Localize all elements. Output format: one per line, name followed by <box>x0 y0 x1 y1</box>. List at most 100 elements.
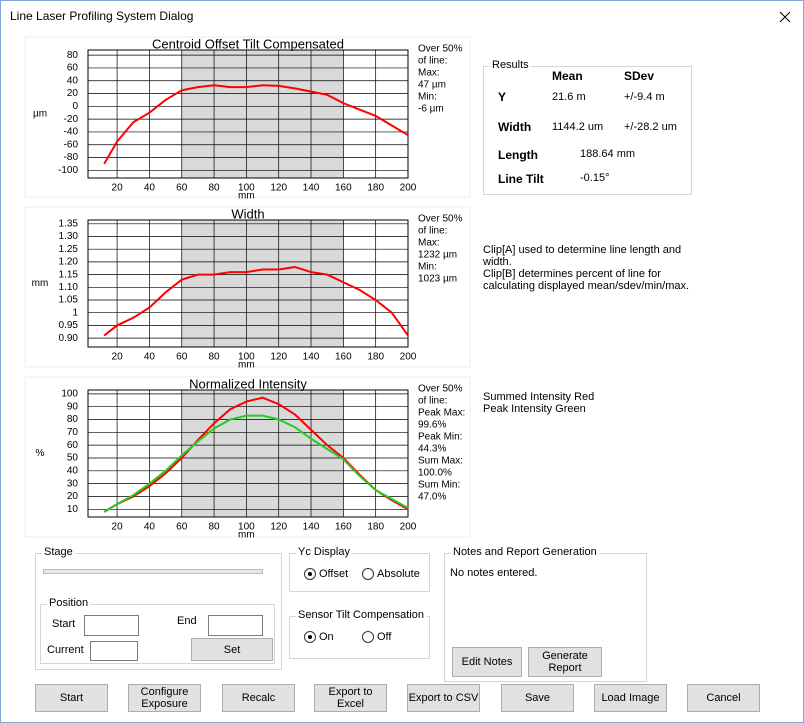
x-tick-label: 120 <box>270 183 287 194</box>
y-tick-label: 70 <box>67 427 79 438</box>
y-tick-label: 1.25 <box>59 244 79 255</box>
x-tick-label: 200 <box>400 522 417 533</box>
x-axis-label: mm <box>238 360 255 371</box>
radio[interactable] <box>362 631 374 643</box>
stat-text: Over 50% <box>418 44 463 55</box>
y-tick-label: 20 <box>67 88 79 99</box>
y-tick-label: 1.20 <box>59 257 79 268</box>
radio[interactable] <box>304 568 316 580</box>
x-tick-label: 140 <box>303 183 320 194</box>
value: 21.6 m <box>552 91 586 103</box>
x-tick-label: 180 <box>367 522 384 533</box>
data-line <box>103 84 409 165</box>
chart-title: Normalized Intensity <box>189 376 307 391</box>
y-tick-label: 1.10 <box>59 282 79 293</box>
button[interactable]: Export to Excel <box>314 684 387 712</box>
clip-region <box>181 220 344 347</box>
stat-text: Min: <box>418 92 437 103</box>
label: End <box>177 615 197 627</box>
stat-text: 47.0% <box>418 492 446 503</box>
stat-text: Peak Min: <box>418 432 462 443</box>
group-title: Notes and Report Generation <box>451 546 599 558</box>
header: Mean <box>552 69 583 83</box>
radio-label[interactable]: Off <box>377 631 392 643</box>
radio[interactable] <box>362 568 374 580</box>
notes-group: Notes and Report Generation <box>444 546 647 682</box>
y-tick-label: 0.95 <box>59 320 79 331</box>
button[interactable]: Load Image <box>594 684 667 712</box>
label: Y <box>498 90 507 104</box>
x-axis-label: mm <box>238 191 255 202</box>
x-tick-label: 80 <box>208 183 220 194</box>
stat-text: of line: <box>418 226 447 237</box>
results-group: Results <box>483 59 692 195</box>
x-tick-label: 160 <box>335 352 352 363</box>
edit-notes-button[interactable]: Edit Notes <box>452 647 522 677</box>
radio-label[interactable]: Absolute <box>377 568 420 580</box>
x-tick-label: 200 <box>400 183 417 194</box>
group-title: Yc Display <box>296 546 352 558</box>
y-tick-label: -80 <box>64 152 79 163</box>
plot-frame <box>87 219 409 348</box>
generate-report-button[interactable]: Generate Report <box>528 647 602 677</box>
x-tick-label: 120 <box>270 522 287 533</box>
y-tick-label: 50 <box>67 453 79 464</box>
y-axis-label: mm <box>32 278 49 289</box>
end-input[interactable] <box>208 615 263 636</box>
stat-text: Max: <box>418 68 440 79</box>
stat-text: Min: <box>418 262 437 273</box>
y-tick-label: 1.05 <box>59 295 79 306</box>
x-tick-label: 80 <box>208 352 220 363</box>
x-tick-label: 180 <box>367 183 384 194</box>
button[interactable]: Start <box>35 684 108 712</box>
radio[interactable] <box>304 631 316 643</box>
group-title: Stage <box>42 546 75 558</box>
legend-entry: Summed Intensity Red <box>483 391 595 403</box>
button[interactable]: Save <box>501 684 574 712</box>
x-tick-label: 40 <box>144 183 156 194</box>
button[interactable]: Configure Exposure <box>128 684 201 712</box>
x-tick-label: 60 <box>176 352 188 363</box>
y-tick-label: 0 <box>72 101 78 112</box>
group-title: Results <box>490 59 531 71</box>
label: Line Tilt <box>498 172 544 186</box>
start-input[interactable] <box>84 615 139 636</box>
note-line: Clip[B] determines percent of line for <box>483 268 661 280</box>
button[interactable]: Export to CSV <box>407 684 480 712</box>
x-tick-label: 180 <box>367 352 384 363</box>
data-line <box>103 265 409 337</box>
x-tick-label: 100 <box>238 522 255 533</box>
y-axis-label: % <box>36 448 45 459</box>
set-button[interactable]: Set <box>191 638 273 661</box>
x-tick-label: 200 <box>400 352 417 363</box>
clip-region <box>181 50 344 178</box>
y-tick-label: -60 <box>64 139 79 150</box>
y-tick-label: 40 <box>67 75 79 86</box>
label: Start <box>52 618 76 630</box>
stat-text: 100.0% <box>418 468 452 479</box>
x-tick-label: 40 <box>144 352 156 363</box>
y-tick-label: 60 <box>67 63 79 74</box>
button[interactable]: Cancel <box>687 684 760 712</box>
stat-text: 47 µm <box>418 80 446 91</box>
radio-label[interactable]: Offset <box>319 568 349 580</box>
button[interactable]: Recalc <box>222 684 295 712</box>
stage-slider[interactable] <box>43 569 263 574</box>
stat-text: Peak Max: <box>418 408 465 419</box>
radio-label[interactable]: On <box>319 631 334 643</box>
y-tick-label: -20 <box>64 114 79 125</box>
y-tick-label: 40 <box>67 465 79 476</box>
y-tick-label: 80 <box>67 414 79 425</box>
x-tick-label: 100 <box>238 183 255 194</box>
y-tick-label: 1.15 <box>59 269 79 280</box>
close-button[interactable] <box>779 11 791 23</box>
value: 188.64 mm <box>580 148 636 160</box>
stat-text: 1232 µm <box>418 250 457 261</box>
group-title: Position <box>47 597 91 609</box>
y-tick-label: 60 <box>67 440 79 451</box>
clip-region <box>181 390 344 517</box>
label: Current <box>47 644 84 656</box>
current-input[interactable] <box>90 641 138 661</box>
